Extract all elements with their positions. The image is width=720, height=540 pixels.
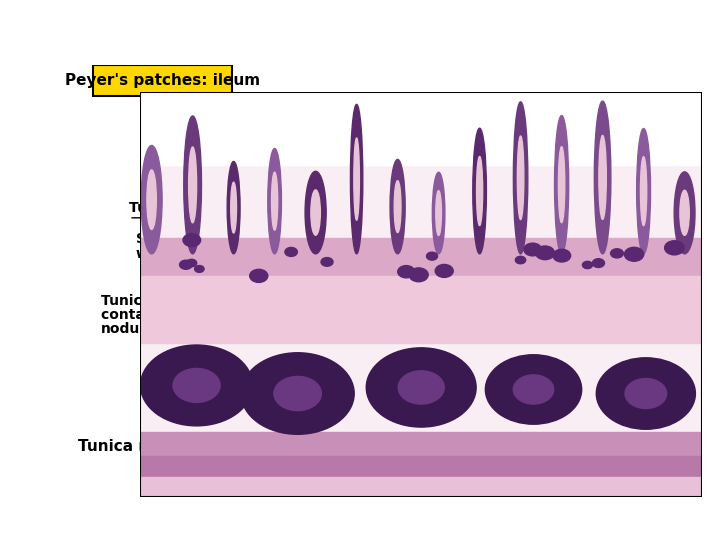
Bar xyxy=(140,276,702,343)
Circle shape xyxy=(183,234,201,246)
Circle shape xyxy=(194,266,204,272)
Ellipse shape xyxy=(189,147,197,223)
Ellipse shape xyxy=(554,116,569,254)
Circle shape xyxy=(250,269,268,282)
Ellipse shape xyxy=(432,172,445,254)
Circle shape xyxy=(140,345,253,426)
Ellipse shape xyxy=(477,157,482,226)
Ellipse shape xyxy=(473,128,487,254)
Text: Tunica muscularis: Tunica muscularis xyxy=(78,439,230,454)
Ellipse shape xyxy=(305,171,326,254)
Circle shape xyxy=(582,261,593,268)
Text: Tunica serosa: Tunica serosa xyxy=(402,447,520,462)
Circle shape xyxy=(596,358,696,429)
Circle shape xyxy=(398,371,444,404)
Ellipse shape xyxy=(513,102,528,254)
Circle shape xyxy=(624,247,644,261)
Text: Simple  columnar epith.: Simple columnar epith. xyxy=(136,232,323,246)
Ellipse shape xyxy=(311,190,320,235)
Ellipse shape xyxy=(599,136,606,219)
Ellipse shape xyxy=(228,161,240,254)
Bar xyxy=(140,456,702,481)
Circle shape xyxy=(665,241,684,255)
Text: Tunica mucosa:: Tunica mucosa: xyxy=(129,201,250,215)
Circle shape xyxy=(625,379,667,409)
Circle shape xyxy=(179,260,192,269)
Ellipse shape xyxy=(674,172,695,254)
Ellipse shape xyxy=(268,148,282,254)
Ellipse shape xyxy=(271,172,278,230)
Text: with goblet cells: with goblet cells xyxy=(136,246,266,260)
Bar xyxy=(140,432,702,460)
Circle shape xyxy=(524,243,541,256)
Bar xyxy=(140,92,702,165)
Circle shape xyxy=(516,256,526,264)
Ellipse shape xyxy=(680,190,689,235)
Ellipse shape xyxy=(390,159,405,254)
Ellipse shape xyxy=(594,101,611,254)
Circle shape xyxy=(274,376,321,410)
Text: Peyer's patches: ileum: Peyer's patches: ileum xyxy=(65,73,260,88)
Text: nodules: nodules xyxy=(101,322,163,336)
Bar xyxy=(140,238,702,278)
FancyBboxPatch shape xyxy=(93,65,233,96)
Ellipse shape xyxy=(436,191,441,235)
Circle shape xyxy=(397,266,415,278)
Text: contain lymphatic: contain lymphatic xyxy=(101,308,241,322)
Circle shape xyxy=(426,252,438,260)
Ellipse shape xyxy=(351,104,363,254)
Circle shape xyxy=(536,246,554,260)
Circle shape xyxy=(186,259,197,267)
Ellipse shape xyxy=(147,170,156,230)
Circle shape xyxy=(435,265,453,278)
Circle shape xyxy=(241,353,354,434)
Ellipse shape xyxy=(395,181,401,233)
Ellipse shape xyxy=(636,129,651,254)
Ellipse shape xyxy=(184,116,202,254)
Ellipse shape xyxy=(141,145,162,254)
Ellipse shape xyxy=(641,157,647,226)
Circle shape xyxy=(485,355,582,424)
Circle shape xyxy=(513,375,554,404)
Ellipse shape xyxy=(354,138,359,220)
Ellipse shape xyxy=(518,136,524,220)
Circle shape xyxy=(366,348,476,427)
Text: Tunica submucosa:: Tunica submucosa: xyxy=(101,294,250,308)
Bar xyxy=(347,211,453,383)
Bar xyxy=(140,476,702,497)
Circle shape xyxy=(409,268,428,282)
Circle shape xyxy=(611,249,624,258)
Circle shape xyxy=(173,368,220,402)
Circle shape xyxy=(285,247,297,256)
Circle shape xyxy=(593,259,605,267)
Circle shape xyxy=(553,249,571,262)
Ellipse shape xyxy=(230,182,237,233)
Circle shape xyxy=(321,258,333,266)
Text: Intestinal villi: Intestinal villi xyxy=(313,92,441,110)
Ellipse shape xyxy=(559,147,564,222)
